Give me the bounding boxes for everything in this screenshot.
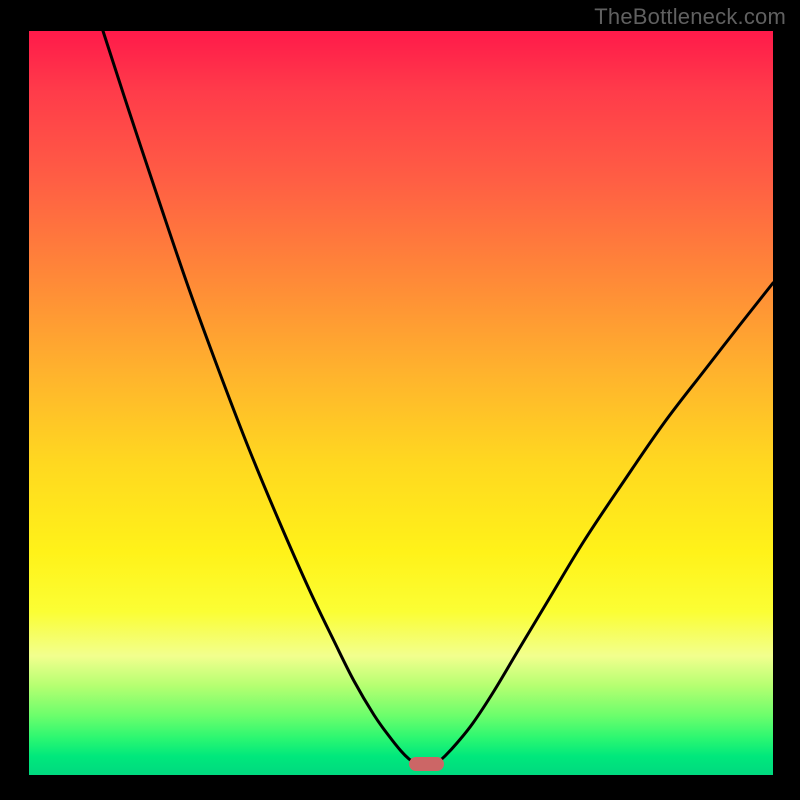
- curve-layer: [29, 31, 773, 775]
- watermark: TheBottleneck.com: [594, 4, 786, 30]
- min-marker: [409, 757, 444, 771]
- curve-right-branch: [437, 283, 773, 763]
- curve-left-branch: [103, 31, 415, 763]
- chart-frame: [29, 31, 773, 775]
